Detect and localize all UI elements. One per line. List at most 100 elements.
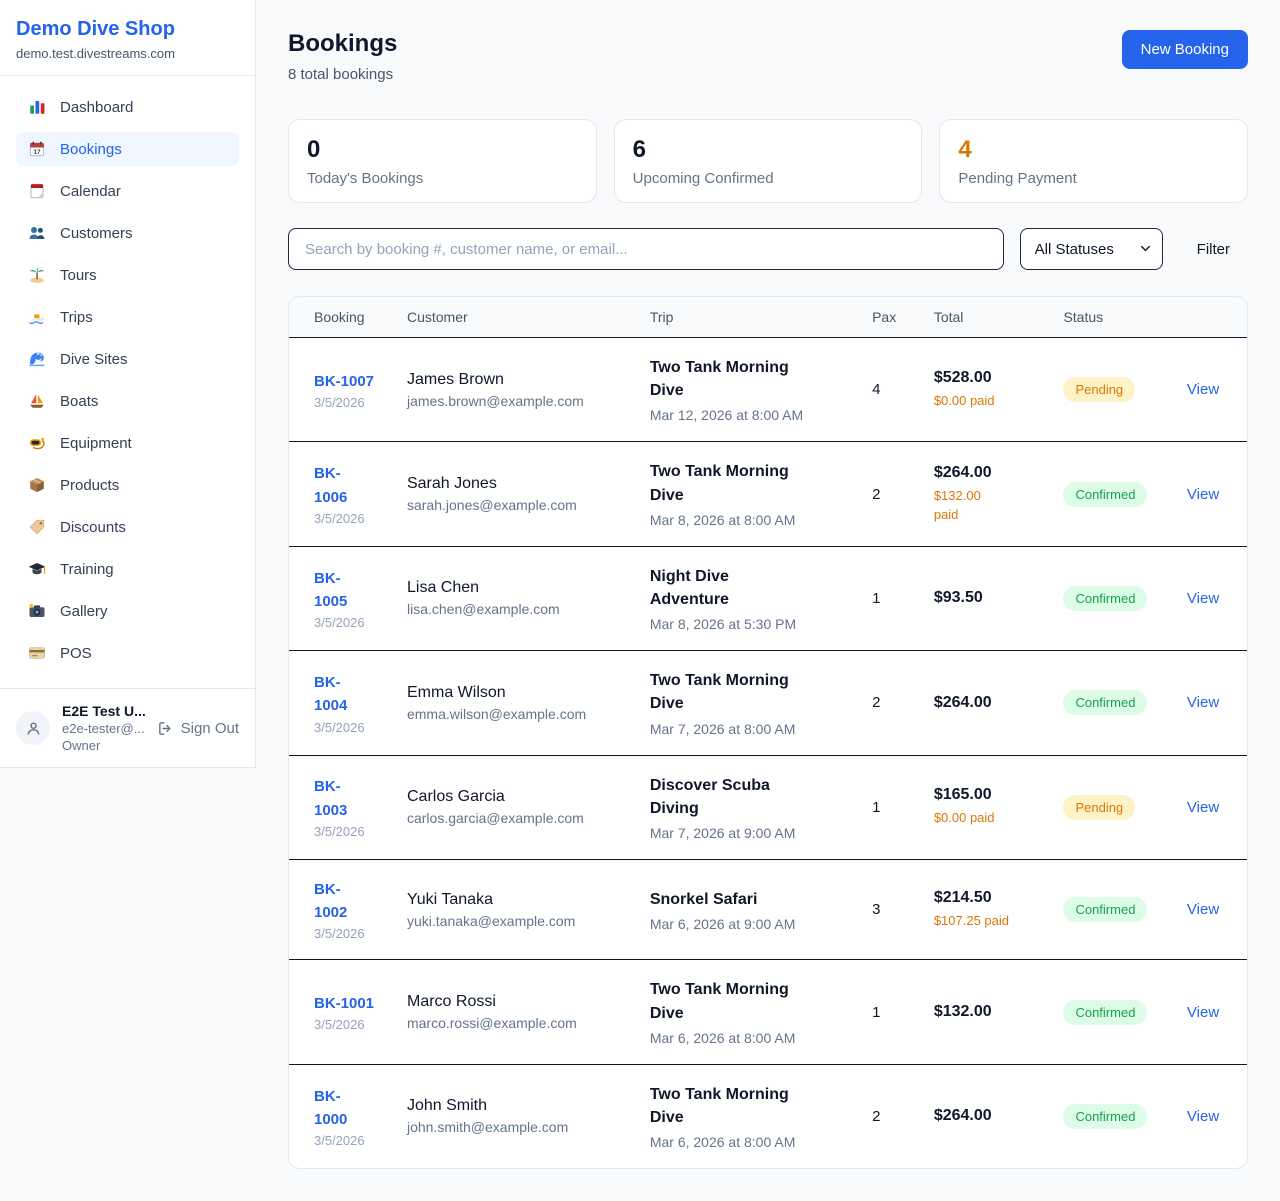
trip-name: Two Tank Morning Dive (649, 463, 789, 504)
trip-name: Discover Scuba Diving (649, 776, 770, 817)
trip-datetime: Mar 8, 2026 at 8:00 AM (649, 511, 796, 528)
view-link[interactable]: View (1186, 694, 1220, 712)
status-badge: Confirmed (1063, 999, 1148, 1025)
table-header-row: Booking Customer Trip Pax Total Status (289, 297, 1247, 338)
table-row: BK- 1000 3/5/2026 John Smith john.smith@exa… (289, 1063, 1247, 1169)
customer-name: Sarah Jones (406, 475, 497, 493)
sidebar-item-equipment[interactable]: Equipment (16, 426, 239, 460)
people-icon (28, 224, 46, 242)
view-link[interactable]: View (1186, 798, 1220, 816)
total-amount: $132.00 (933, 1003, 992, 1021)
sidebar-item-gallery[interactable]: Gallery (16, 594, 239, 628)
trip-datetime: Mar 6, 2026 at 9:00 AM (649, 915, 796, 932)
trip-datetime: Mar 12, 2026 at 8:00 AM (649, 407, 804, 424)
sidebar-item-calendar[interactable]: Calendar (16, 174, 239, 208)
view-link[interactable]: View (1186, 901, 1220, 919)
svg-text:17: 17 (33, 149, 41, 156)
total-amount: $264.00 (933, 693, 992, 711)
booking-id-link[interactable]: BK- 1006 (314, 465, 348, 506)
view-link[interactable]: View (1186, 381, 1220, 399)
sidebar-item-tours[interactable]: Tours (16, 258, 239, 292)
stat-label: Upcoming Confirmed (632, 170, 774, 187)
view-link[interactable]: View (1186, 589, 1220, 607)
sailboat-icon (28, 392, 46, 410)
customer-name: Marco Rossi (406, 993, 496, 1011)
trip-name: Snorkel Safari (649, 890, 758, 908)
page-header: Bookings 8 total bookings New Booking (288, 30, 1248, 83)
sidebar-item-label: Dashboard (60, 98, 134, 116)
sidebar-item-label: Discounts (60, 518, 126, 536)
total-amount: $264.00 (933, 1107, 992, 1125)
customer-name: James Brown (406, 370, 504, 388)
customer-email: marco.rossi@example.com (406, 1015, 577, 1032)
sidebar-item-label: Dive Sites (60, 350, 128, 368)
total-amount: $528.00 (933, 368, 992, 386)
trip-datetime: Mar 8, 2026 at 5:30 PM (649, 616, 797, 633)
booking-id-link[interactable]: BK- 1000 (314, 1087, 348, 1128)
calendar-date-icon: 17 (28, 140, 46, 158)
speedboat-icon (28, 308, 46, 326)
stat-label: Today's Bookings (307, 170, 424, 187)
sidebar-item-label: Gallery (60, 602, 108, 620)
sidebar-item-boats[interactable]: Boats (16, 384, 239, 418)
sidebar-item-pos[interactable]: POS (16, 636, 239, 670)
avatar (16, 711, 50, 745)
tearoff-calendar-icon (28, 182, 46, 200)
pax-count: 3 (872, 901, 881, 919)
stat-label: Pending Payment (958, 170, 1077, 187)
sidebar-item-trips[interactable]: Trips (16, 300, 239, 334)
booking-date: 3/5/2026 (314, 926, 365, 942)
customer-email: carlos.garcia@example.com (406, 810, 584, 827)
view-link[interactable]: View (1186, 1107, 1220, 1125)
main-content: Bookings 8 total bookings New Booking 0 T… (256, 0, 1280, 1201)
status-select[interactable]: All Statuses (1019, 228, 1163, 270)
total-amount: $93.50 (933, 589, 983, 607)
sidebar-item-bookings[interactable]: 17 Bookings (16, 132, 239, 166)
booking-id-link[interactable]: BK- 1005 (314, 569, 348, 610)
table-row: BK- 1003 3/5/2026 Carlos Garcia carlos.garc… (289, 754, 1247, 860)
column-header-trip: Trip (637, 297, 861, 338)
customer-email: emma.wilson@example.com (406, 705, 587, 722)
stat-card-2: 4 Pending Payment (939, 119, 1249, 203)
sidebar-item-discounts[interactable]: Discounts (16, 510, 239, 544)
stat-value: 6 (632, 136, 647, 163)
sidebar-item-label: Products (60, 476, 120, 494)
brand-block: Demo Dive Shop demo.test.divestreams.com (0, 0, 255, 76)
sidebar-item-label: Training (60, 560, 114, 578)
sidebar-item-label: POS (60, 644, 92, 662)
user-name: E2E Test U... (62, 703, 146, 719)
view-link[interactable]: View (1186, 1003, 1220, 1021)
customer-name: Yuki Tanaka (406, 890, 493, 908)
search-input[interactable] (288, 228, 1004, 270)
sidebar-item-dive-sites[interactable]: Dive Sites (16, 342, 239, 376)
new-booking-button[interactable]: New Booking (1121, 30, 1248, 69)
sidebar-item-training[interactable]: Training (16, 552, 239, 586)
pax-count: 1 (872, 798, 881, 816)
table-row: BK- 1006 3/5/2026 Sarah Jones sarah.jones@e… (289, 441, 1247, 547)
sidebar: Demo Dive Shop demo.test.divestreams.com… (0, 0, 256, 768)
sidebar-item-customers[interactable]: Customers (16, 216, 239, 250)
table-row: BK- 1004 3/5/2026 Emma Wilson emma.wilson@e… (289, 650, 1247, 755)
sidebar-item-label: Boats (60, 392, 99, 410)
pax-count: 2 (872, 1107, 881, 1125)
booking-id-link[interactable]: BK- 1004 (314, 674, 348, 715)
island-icon (28, 266, 46, 284)
booking-id-link[interactable]: BK-1007 (314, 372, 375, 390)
filter-button[interactable]: Filter (1179, 241, 1248, 258)
sign-out-button[interactable]: Sign Out (157, 720, 239, 737)
person-icon (27, 721, 39, 735)
brand-domain: demo.test.divestreams.com (16, 46, 175, 61)
status-badge: Confirmed (1063, 897, 1148, 923)
sidebar-nav: Dashboard 17 Bookings Calendar Customers Tour… (0, 76, 255, 688)
status-badge: Confirmed (1063, 585, 1148, 611)
trip-datetime: Mar 6, 2026 at 8:00 AM (649, 1134, 796, 1151)
booking-id-link[interactable]: BK- 1003 (314, 778, 348, 819)
sidebar-item-products[interactable]: Products (16, 468, 239, 502)
paid-amount: $107.25 paid (933, 912, 1009, 928)
booking-id-link[interactable]: BK-1001 (314, 994, 375, 1012)
trip-name: Night Dive Adventure (649, 567, 729, 608)
view-link[interactable]: View (1186, 485, 1220, 503)
booking-id-link[interactable]: BK- 1002 (314, 880, 348, 922)
brand-title[interactable]: Demo Dive Shop (16, 18, 175, 40)
sidebar-item-dashboard[interactable]: Dashboard (16, 90, 239, 124)
